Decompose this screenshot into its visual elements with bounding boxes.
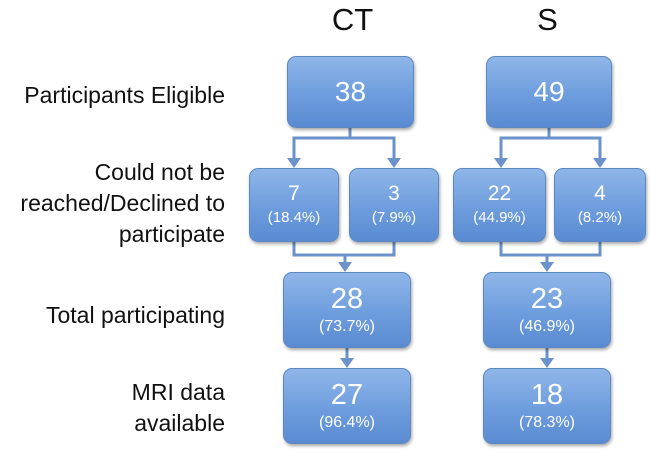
s-declined-percent: (8.2%) <box>577 209 623 226</box>
row-label-declined: Could not be reached/Declined to partici… <box>20 157 225 250</box>
s-eligible-count: 49 <box>533 76 565 107</box>
s-split-arrowhead-left <box>494 158 508 168</box>
row-label-participating: Total participating <box>46 300 225 331</box>
s-not-reached-box: 22 (44.9%) <box>453 168 546 242</box>
row-label-declined-line-2: reached/Declined to <box>20 190 225 216</box>
s-eligible-split-connector-right <box>549 136 602 160</box>
ct-eligible-box: 38 <box>287 56 414 128</box>
s-split-arrowhead-right <box>593 158 607 168</box>
ct-participating-percent: (73.7%) <box>318 318 376 335</box>
row-label-eligible-line: Participants Eligible <box>24 82 225 108</box>
ct-mri-count: 27 <box>330 379 364 411</box>
row-label-eligible: Participants Eligible <box>24 80 225 111</box>
row-label-mri-line-1: MRI data <box>131 379 225 405</box>
s-participating-count: 23 <box>530 283 564 315</box>
ct-eligible-split-connector <box>292 128 352 160</box>
s-participating-box: 23 (46.9%) <box>483 272 611 348</box>
s-merge-arrowhead <box>540 262 554 272</box>
s-participating-percent: (46.9%) <box>518 318 576 335</box>
s-mri-box: 18 (78.3%) <box>483 368 611 444</box>
ct-mri-arrowhead <box>340 358 354 368</box>
s-merge-connector <box>499 242 602 257</box>
s-declined-count: 4 <box>594 182 606 205</box>
row-label-declined-line-3: participate <box>118 221 225 247</box>
ct-merge-arrowhead <box>338 262 352 272</box>
row-label-mri: MRI data available <box>132 377 225 439</box>
ct-mri-box: 27 (96.4%) <box>283 368 411 444</box>
ct-declined-count: 3 <box>388 182 400 205</box>
ct-declined-percent: (7.9%) <box>371 209 417 226</box>
s-not-reached-percent: (44.9%) <box>473 209 526 226</box>
ct-split-arrowhead-left <box>287 158 301 168</box>
s-eligible-box: 49 <box>486 56 612 128</box>
ct-not-reached-count: 7 <box>288 182 300 205</box>
s-eligible-split-connector <box>499 128 551 160</box>
column-header-ct: CT <box>331 2 374 37</box>
ct-not-reached-box: 7 (18.4%) <box>249 168 339 242</box>
ct-split-arrowhead-right <box>387 158 401 168</box>
ct-not-reached-percent: (18.4%) <box>267 209 321 226</box>
s-mri-arrowhead <box>540 358 554 368</box>
ct-merge-connector <box>292 242 396 257</box>
s-mri-percent: (78.3%) <box>518 414 576 431</box>
s-mri-count: 18 <box>530 379 564 411</box>
ct-eligible-count: 38 <box>334 76 367 107</box>
row-label-declined-line-1: Could not be <box>94 159 225 185</box>
ct-participating-count: 28 <box>330 283 364 315</box>
column-header-s: S <box>537 2 558 37</box>
row-label-participating-line: Total participating <box>46 302 225 328</box>
ct-participating-box: 28 (73.7%) <box>283 272 411 348</box>
ct-declined-box: 3 (7.9%) <box>349 168 439 242</box>
ct-mri-percent: (96.4%) <box>318 414 376 431</box>
row-label-mri-line-2: available <box>134 410 225 436</box>
s-declined-box: 4 (8.2%) <box>554 168 646 242</box>
ct-eligible-split-connector-right <box>350 136 396 160</box>
s-not-reached-count: 22 <box>487 182 512 205</box>
